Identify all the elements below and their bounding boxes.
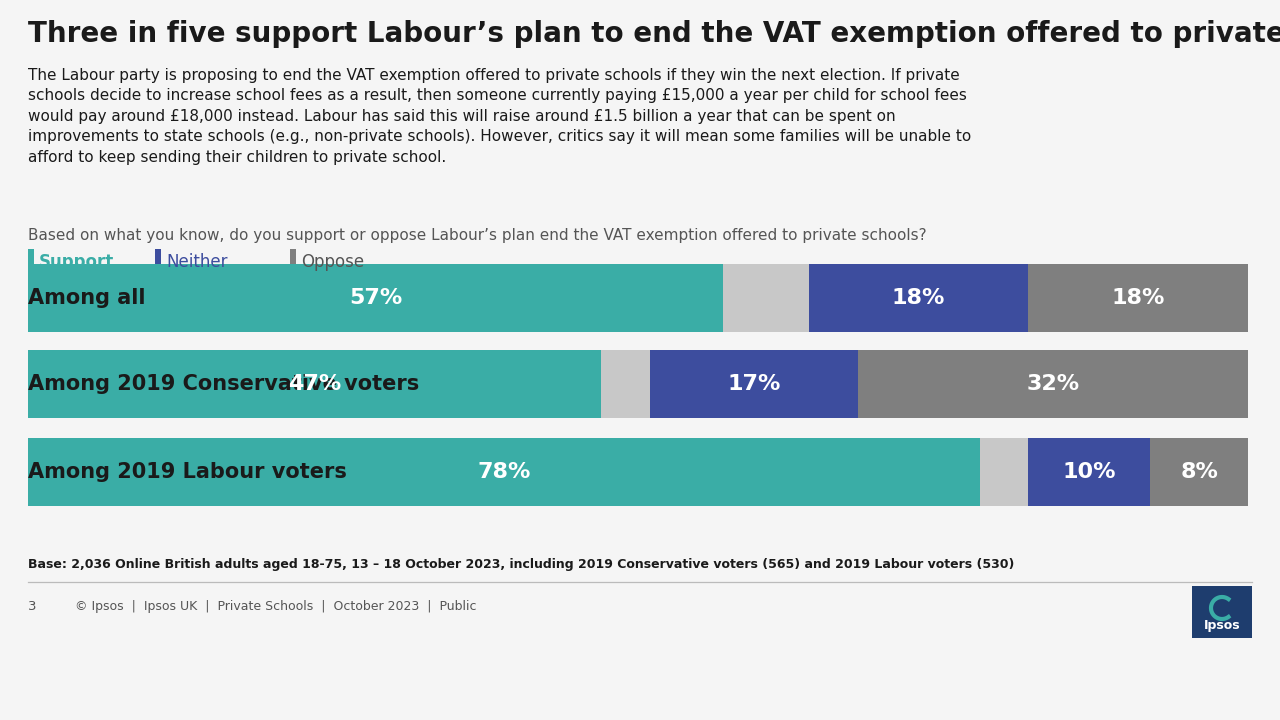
Bar — [723, 264, 809, 332]
Bar — [1151, 438, 1248, 506]
Text: Base: 2,036 Online British adults aged 18-75, 13 – 18 October 2023, including 20: Base: 2,036 Online British adults aged 1… — [28, 558, 1014, 571]
Text: 18%: 18% — [1111, 288, 1165, 308]
Bar — [28, 350, 602, 418]
Bar — [1028, 438, 1151, 506]
Bar — [809, 264, 1028, 332]
Bar — [858, 350, 1248, 418]
Text: Oppose: Oppose — [301, 253, 364, 271]
Text: Among all: Among all — [28, 288, 146, 308]
Text: 32%: 32% — [1027, 374, 1079, 394]
Text: 10%: 10% — [1062, 462, 1116, 482]
Text: 17%: 17% — [727, 374, 781, 394]
Bar — [28, 438, 979, 506]
Bar — [1028, 264, 1248, 332]
Bar — [650, 350, 858, 418]
Text: 47%: 47% — [288, 374, 342, 394]
Text: Based on what you know, do you support or oppose Labour’s plan end the VAT exemp: Based on what you know, do you support o… — [28, 228, 927, 243]
Bar — [28, 264, 723, 332]
Text: © Ipsos  |  Ipsos UK  |  Private Schools  |  October 2023  |  Public: © Ipsos | Ipsos UK | Private Schools | O… — [76, 600, 476, 613]
Text: The Labour party is proposing to end the VAT exemption offered to private school: The Labour party is proposing to end the… — [28, 68, 972, 165]
Text: Neither: Neither — [166, 253, 228, 271]
Bar — [28, 249, 35, 275]
Bar — [155, 249, 161, 275]
Text: 8%: 8% — [1180, 462, 1219, 482]
Bar — [291, 249, 296, 275]
Text: 57%: 57% — [349, 288, 402, 308]
Text: 18%: 18% — [892, 288, 946, 308]
Text: Among 2019 Conservative voters: Among 2019 Conservative voters — [28, 374, 420, 394]
Bar — [979, 438, 1028, 506]
Text: 3: 3 — [28, 600, 37, 613]
Text: 78%: 78% — [477, 462, 530, 482]
Text: Ipsos: Ipsos — [1203, 619, 1240, 632]
Bar — [602, 350, 650, 418]
Text: Three in five support Labour’s plan to end the VAT exemption offered to private : Three in five support Labour’s plan to e… — [28, 20, 1280, 48]
Text: Among 2019 Labour voters: Among 2019 Labour voters — [28, 462, 347, 482]
Bar — [1192, 586, 1252, 638]
Text: Support: Support — [38, 253, 114, 271]
